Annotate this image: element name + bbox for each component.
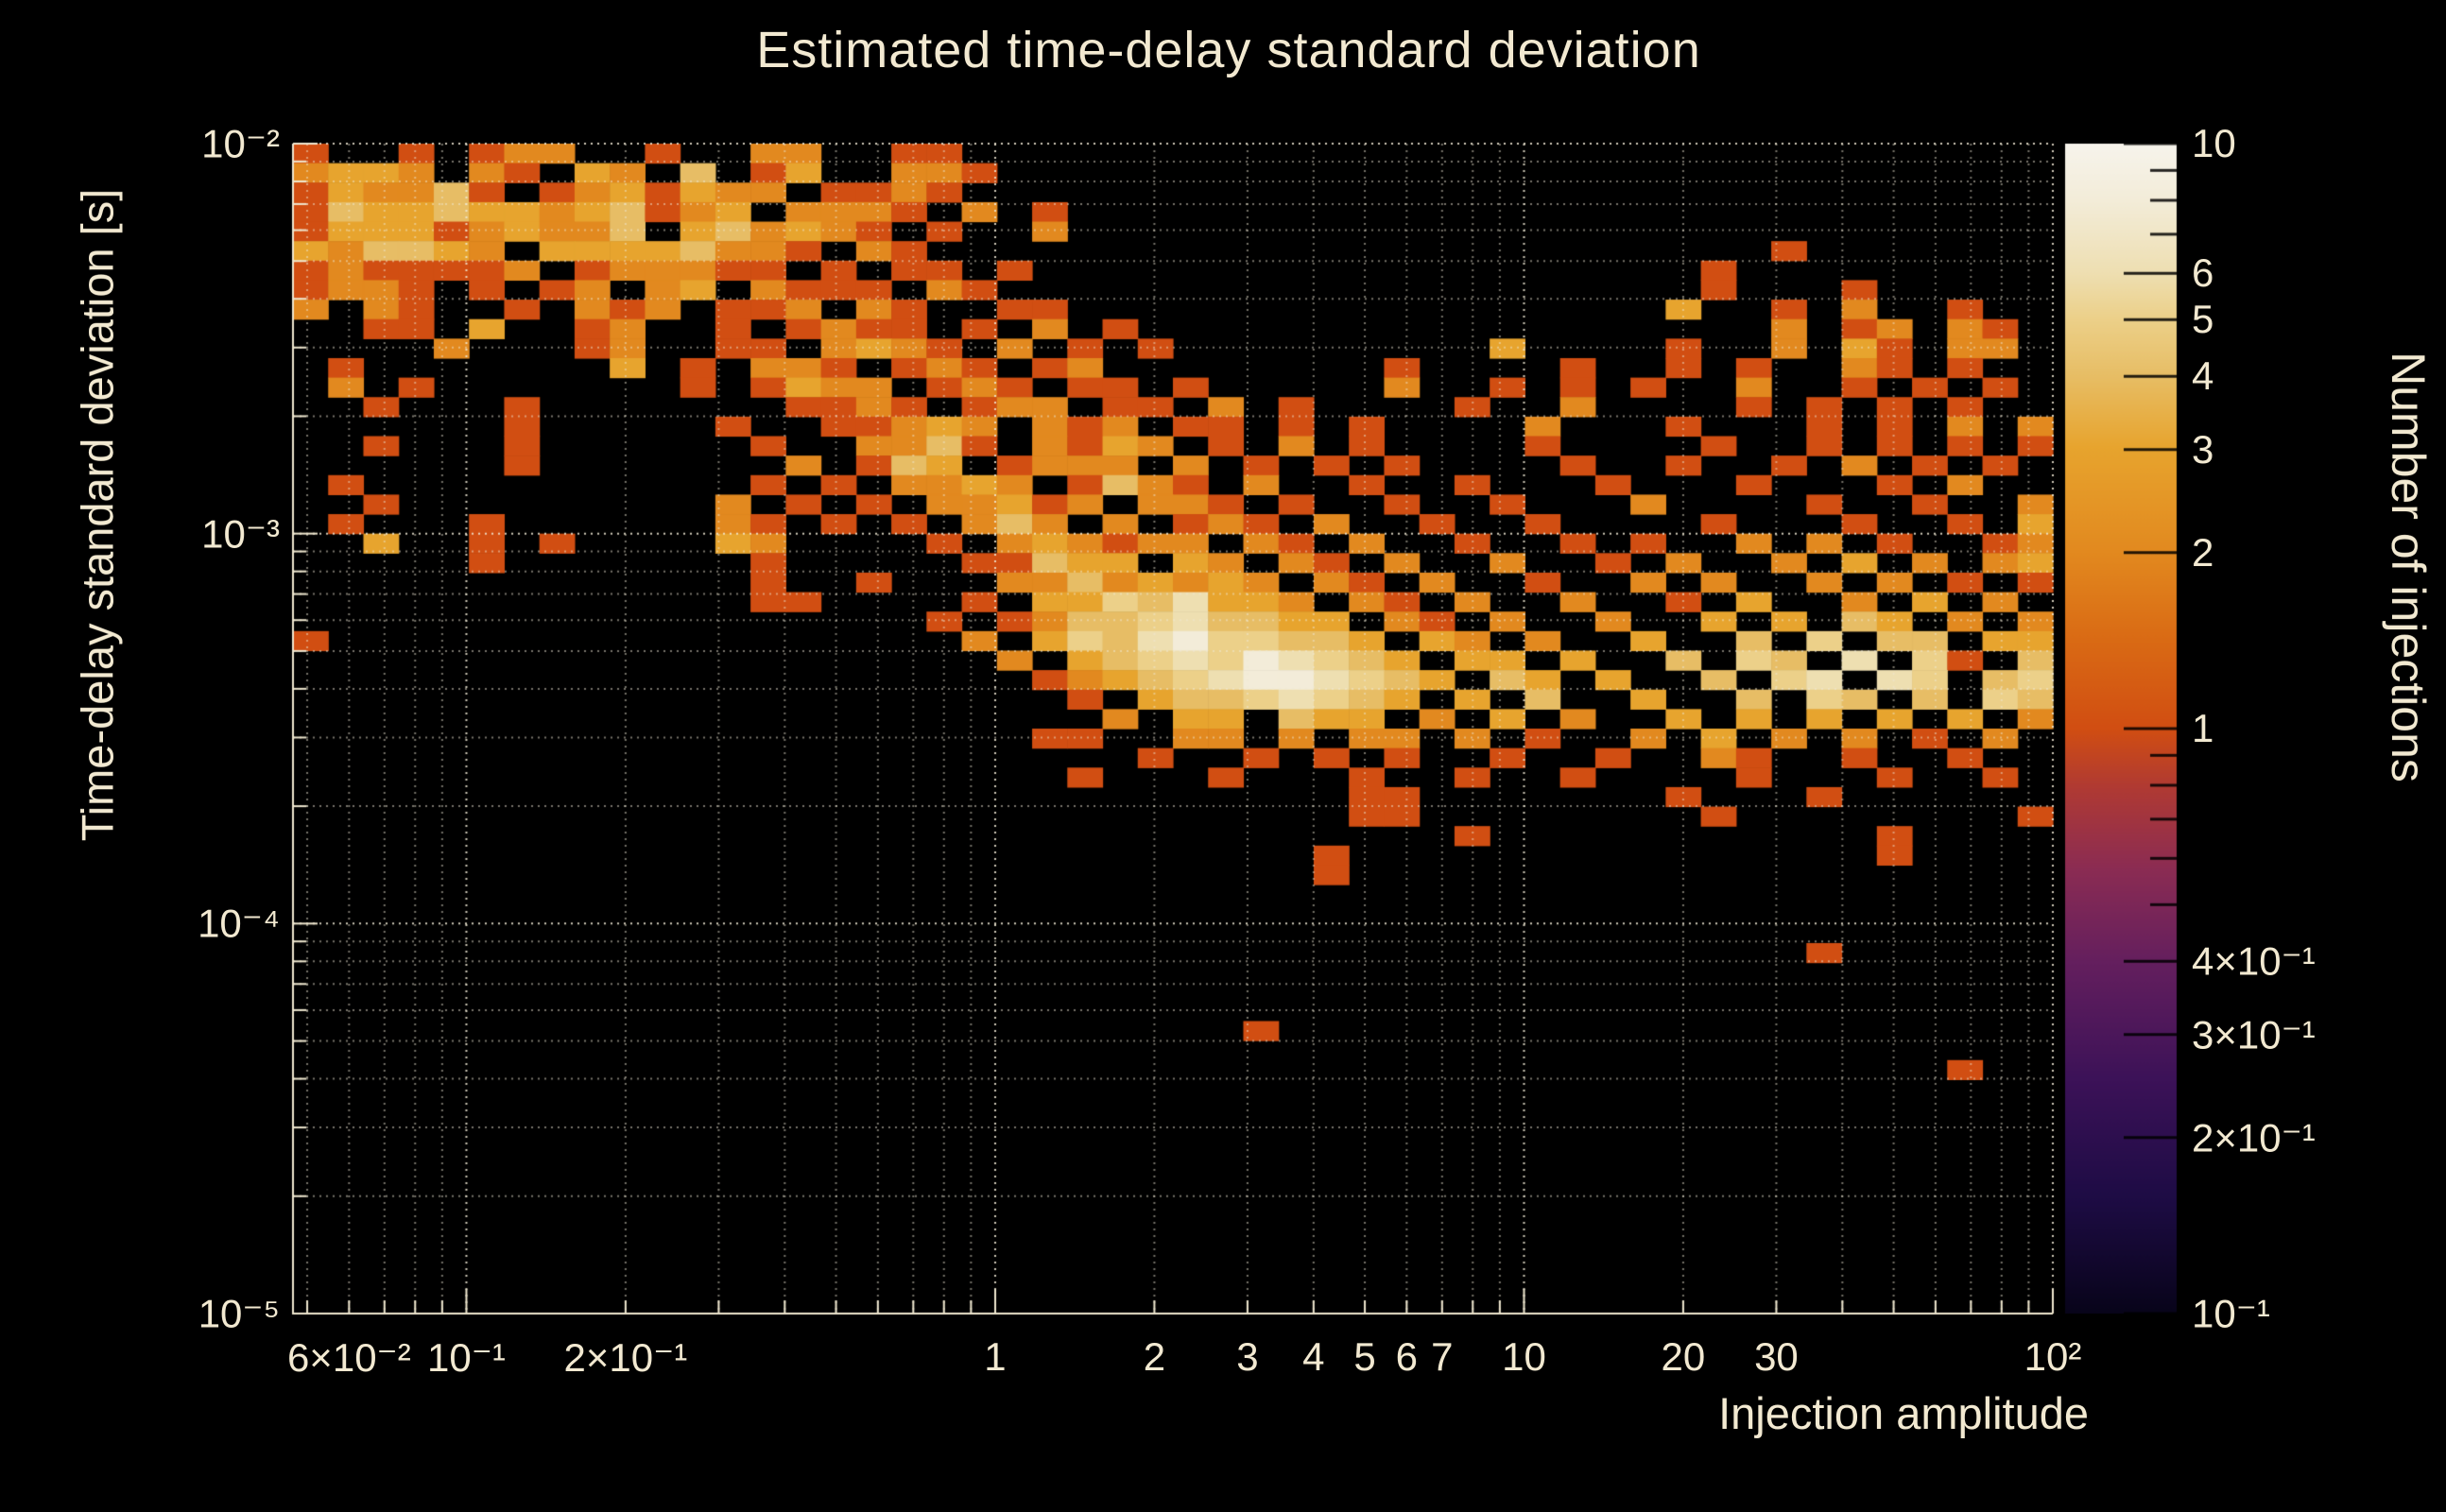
x-axis-title: Injection amplitude — [1718, 1388, 2089, 1438]
x-tick-label: 6 — [1395, 1334, 1419, 1379]
x-tick-label: 10² — [2024, 1334, 2082, 1379]
y-tick-label: 10⁻² — [201, 121, 280, 166]
x-tick-label: 7 — [1431, 1334, 1454, 1379]
colorbar-title: Number of injections — [2382, 352, 2435, 782]
colorbar-tick-label: 10 — [2192, 121, 2236, 165]
colorbar-tick-label: 5 — [2192, 297, 2214, 342]
colorbar-tick-label: 2×10⁻¹ — [2192, 1115, 2316, 1160]
x-tick-label: 10 — [1502, 1334, 1546, 1379]
x-tick-label: 30 — [1754, 1334, 1799, 1379]
colorbar-tick-label: 2 — [2192, 529, 2214, 575]
colorbar-tick-label: 6 — [2192, 250, 2214, 296]
colorbar-tick-label: 1 — [2192, 706, 2214, 750]
x-tick-label: 4 — [1302, 1334, 1325, 1379]
x-tick-label: 3 — [1236, 1334, 1259, 1379]
colorbar-tick-label: 4×10⁻¹ — [2192, 938, 2316, 984]
x-tick-label: 20 — [1661, 1334, 1706, 1379]
y-axis-title: Time-delay standard deviation [s] — [72, 188, 123, 842]
x-tick-label: 2 — [1143, 1334, 1166, 1379]
colorbar-tick-label: 4 — [2192, 353, 2214, 399]
x-tick-label: 10⁻¹ — [427, 1335, 506, 1380]
x-tick-label: 2×10⁻¹ — [563, 1335, 688, 1380]
y-tick-label: 10⁻³ — [201, 511, 280, 557]
y-tick-label: 10⁻⁵ — [198, 1291, 280, 1336]
x-tick-label: 5 — [1353, 1334, 1376, 1379]
colorbar-tick-label: 3×10⁻¹ — [2192, 1012, 2316, 1057]
chart-title: Estimated time-delay standard deviation — [756, 22, 1701, 78]
y-tick-label: 10⁻⁴ — [198, 901, 280, 946]
colorbar-tick-label: 3 — [2192, 426, 2214, 472]
colorbar-tick-label: 10⁻¹ — [2192, 1291, 2270, 1336]
x-tick-label: 1 — [984, 1334, 1007, 1379]
x-tick-label: 6×10⁻² — [286, 1335, 411, 1380]
